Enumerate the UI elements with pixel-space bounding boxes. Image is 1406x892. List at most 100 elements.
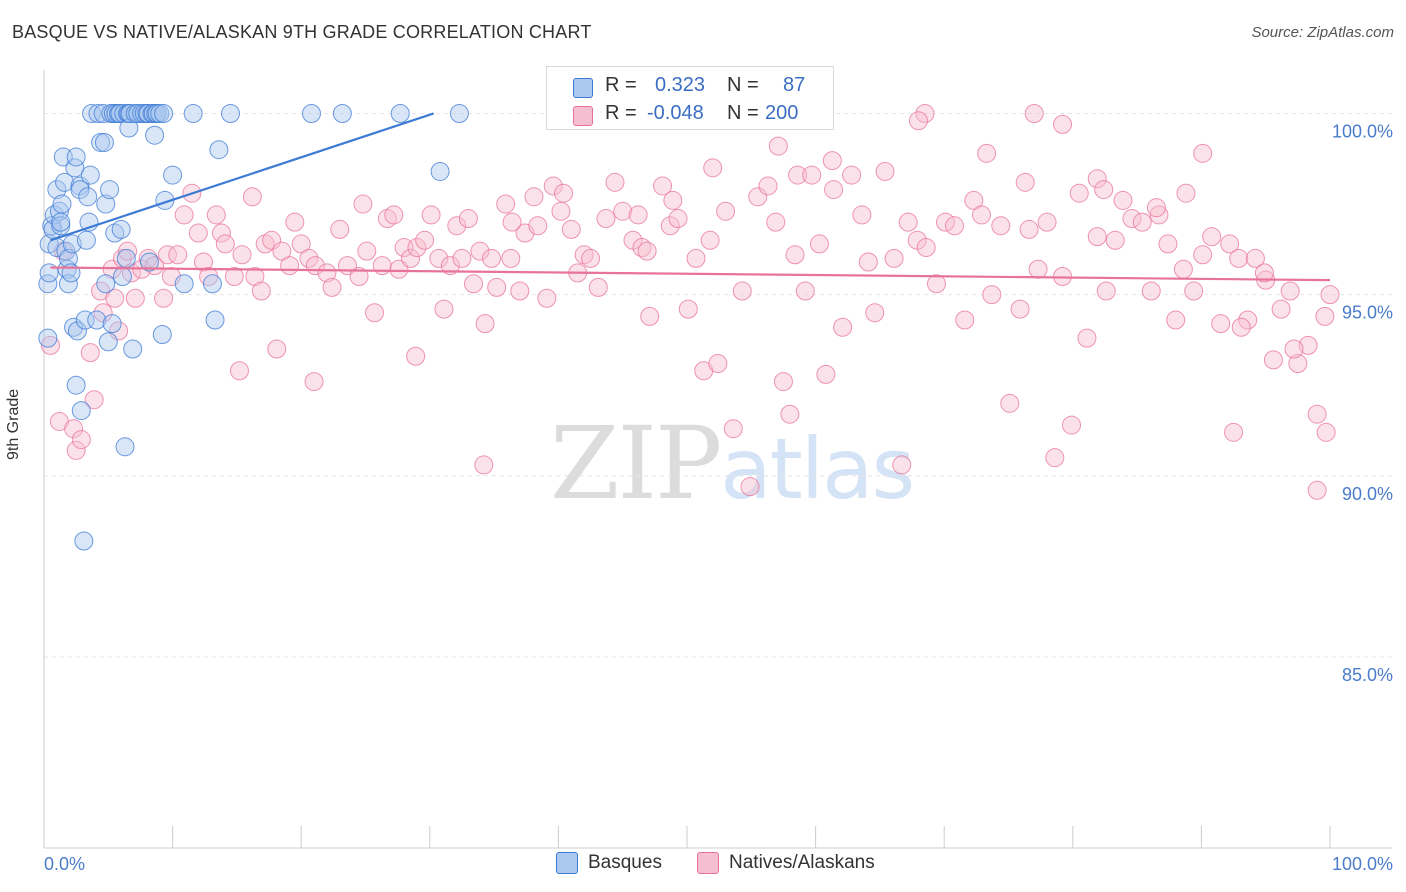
legend-n-label: N = xyxy=(727,102,759,124)
basques-point xyxy=(174,274,194,294)
natives-point xyxy=(766,212,786,232)
natives-point xyxy=(875,161,895,181)
natives-point xyxy=(1053,114,1073,134)
natives-point xyxy=(1094,180,1114,200)
basques-point xyxy=(38,328,58,348)
basques-point xyxy=(66,375,86,395)
x-tick-label: 0.0% xyxy=(44,854,85,874)
basques-point xyxy=(96,194,116,214)
natives-point xyxy=(168,245,188,265)
natives-point xyxy=(384,205,404,225)
natives-point xyxy=(1077,328,1097,348)
basques-point xyxy=(102,314,122,334)
basques-point xyxy=(449,103,469,123)
natives-point xyxy=(434,299,454,319)
basques-point xyxy=(209,140,229,160)
natives-point xyxy=(1284,339,1304,359)
y-tick-label: 90.0% xyxy=(1342,484,1393,504)
natives-point xyxy=(452,248,472,268)
natives-point xyxy=(944,216,964,236)
natives-point xyxy=(528,216,548,236)
natives-point xyxy=(482,248,502,268)
natives-point xyxy=(732,281,752,301)
basques-point xyxy=(87,310,107,330)
natives-point xyxy=(1087,227,1107,247)
basques-point xyxy=(105,223,125,243)
natives-point xyxy=(125,288,145,308)
natives-point xyxy=(71,430,91,450)
basques-point xyxy=(115,437,135,457)
natives-point xyxy=(154,288,174,308)
legend-label-natives: Natives/Alaskans xyxy=(729,852,875,873)
natives-point xyxy=(280,256,300,276)
natives-point xyxy=(1146,198,1166,218)
natives-point xyxy=(353,194,373,214)
natives-point xyxy=(758,176,778,196)
chart-title: BASQUE VS NATIVE/ALASKAN 9TH GRADE CORRE… xyxy=(12,22,592,42)
natives-point xyxy=(66,440,86,460)
natives-point xyxy=(653,176,673,196)
natives-point xyxy=(833,317,853,337)
natives-point xyxy=(1158,234,1178,254)
natives-point xyxy=(842,165,862,185)
natives-point xyxy=(1105,230,1125,250)
natives-point xyxy=(596,209,616,229)
basques-point xyxy=(51,212,71,232)
legend-r-label: R = xyxy=(605,74,637,96)
natives-point xyxy=(1288,353,1308,373)
natives-point xyxy=(660,216,680,236)
basques-point xyxy=(123,339,143,359)
natives-point xyxy=(537,288,557,308)
natives-point xyxy=(377,209,397,229)
natives-point xyxy=(401,248,421,268)
natives-point xyxy=(1202,227,1222,247)
natives-point xyxy=(581,248,601,268)
natives-trend-line xyxy=(50,266,1331,282)
natives-point xyxy=(1141,281,1161,301)
axes xyxy=(43,70,1392,849)
natives-point xyxy=(1166,310,1186,330)
natives-point xyxy=(64,419,84,439)
natives-point xyxy=(551,201,571,221)
natives-point xyxy=(1254,263,1274,283)
natives-point xyxy=(740,477,760,497)
legend-n-value: 87 xyxy=(783,74,806,96)
natives-point xyxy=(915,103,935,123)
basques-point xyxy=(70,180,90,200)
natives-point xyxy=(1087,169,1107,189)
natives-point xyxy=(716,201,736,221)
natives-point xyxy=(637,241,657,261)
natives-point xyxy=(982,285,1002,305)
natives-point xyxy=(1045,448,1065,468)
natives-point xyxy=(474,455,494,475)
natives-point xyxy=(206,205,226,225)
natives-point xyxy=(215,234,235,254)
natives-point xyxy=(640,306,660,326)
basques-point xyxy=(145,125,165,145)
natives-point xyxy=(588,277,608,297)
natives-point xyxy=(285,212,305,232)
natives-point xyxy=(663,190,683,210)
basques-point xyxy=(152,324,172,344)
natives-point xyxy=(322,277,342,297)
natives-point xyxy=(84,390,104,410)
basques-point xyxy=(183,103,203,123)
natives-point xyxy=(232,245,252,265)
natives-point xyxy=(678,299,698,319)
basques-point xyxy=(52,194,72,214)
natives-point xyxy=(977,143,997,163)
legend-label-basques: Basques xyxy=(588,852,662,873)
natives-point xyxy=(40,335,60,355)
basques-point xyxy=(332,103,352,123)
natives-point xyxy=(188,223,208,243)
natives-point xyxy=(554,183,574,203)
natives-point xyxy=(991,216,1011,236)
legend-swatch-pink xyxy=(697,852,719,874)
natives-point xyxy=(1184,281,1204,301)
basques-point xyxy=(430,161,450,181)
natives-point xyxy=(1096,281,1116,301)
natives-point xyxy=(229,361,249,381)
tick-labels: 85.0% 90.0% 95.0% 100.0% 0.0% 100.0% xyxy=(44,121,1393,874)
natives-point xyxy=(299,248,319,268)
natives-point xyxy=(1037,212,1057,232)
